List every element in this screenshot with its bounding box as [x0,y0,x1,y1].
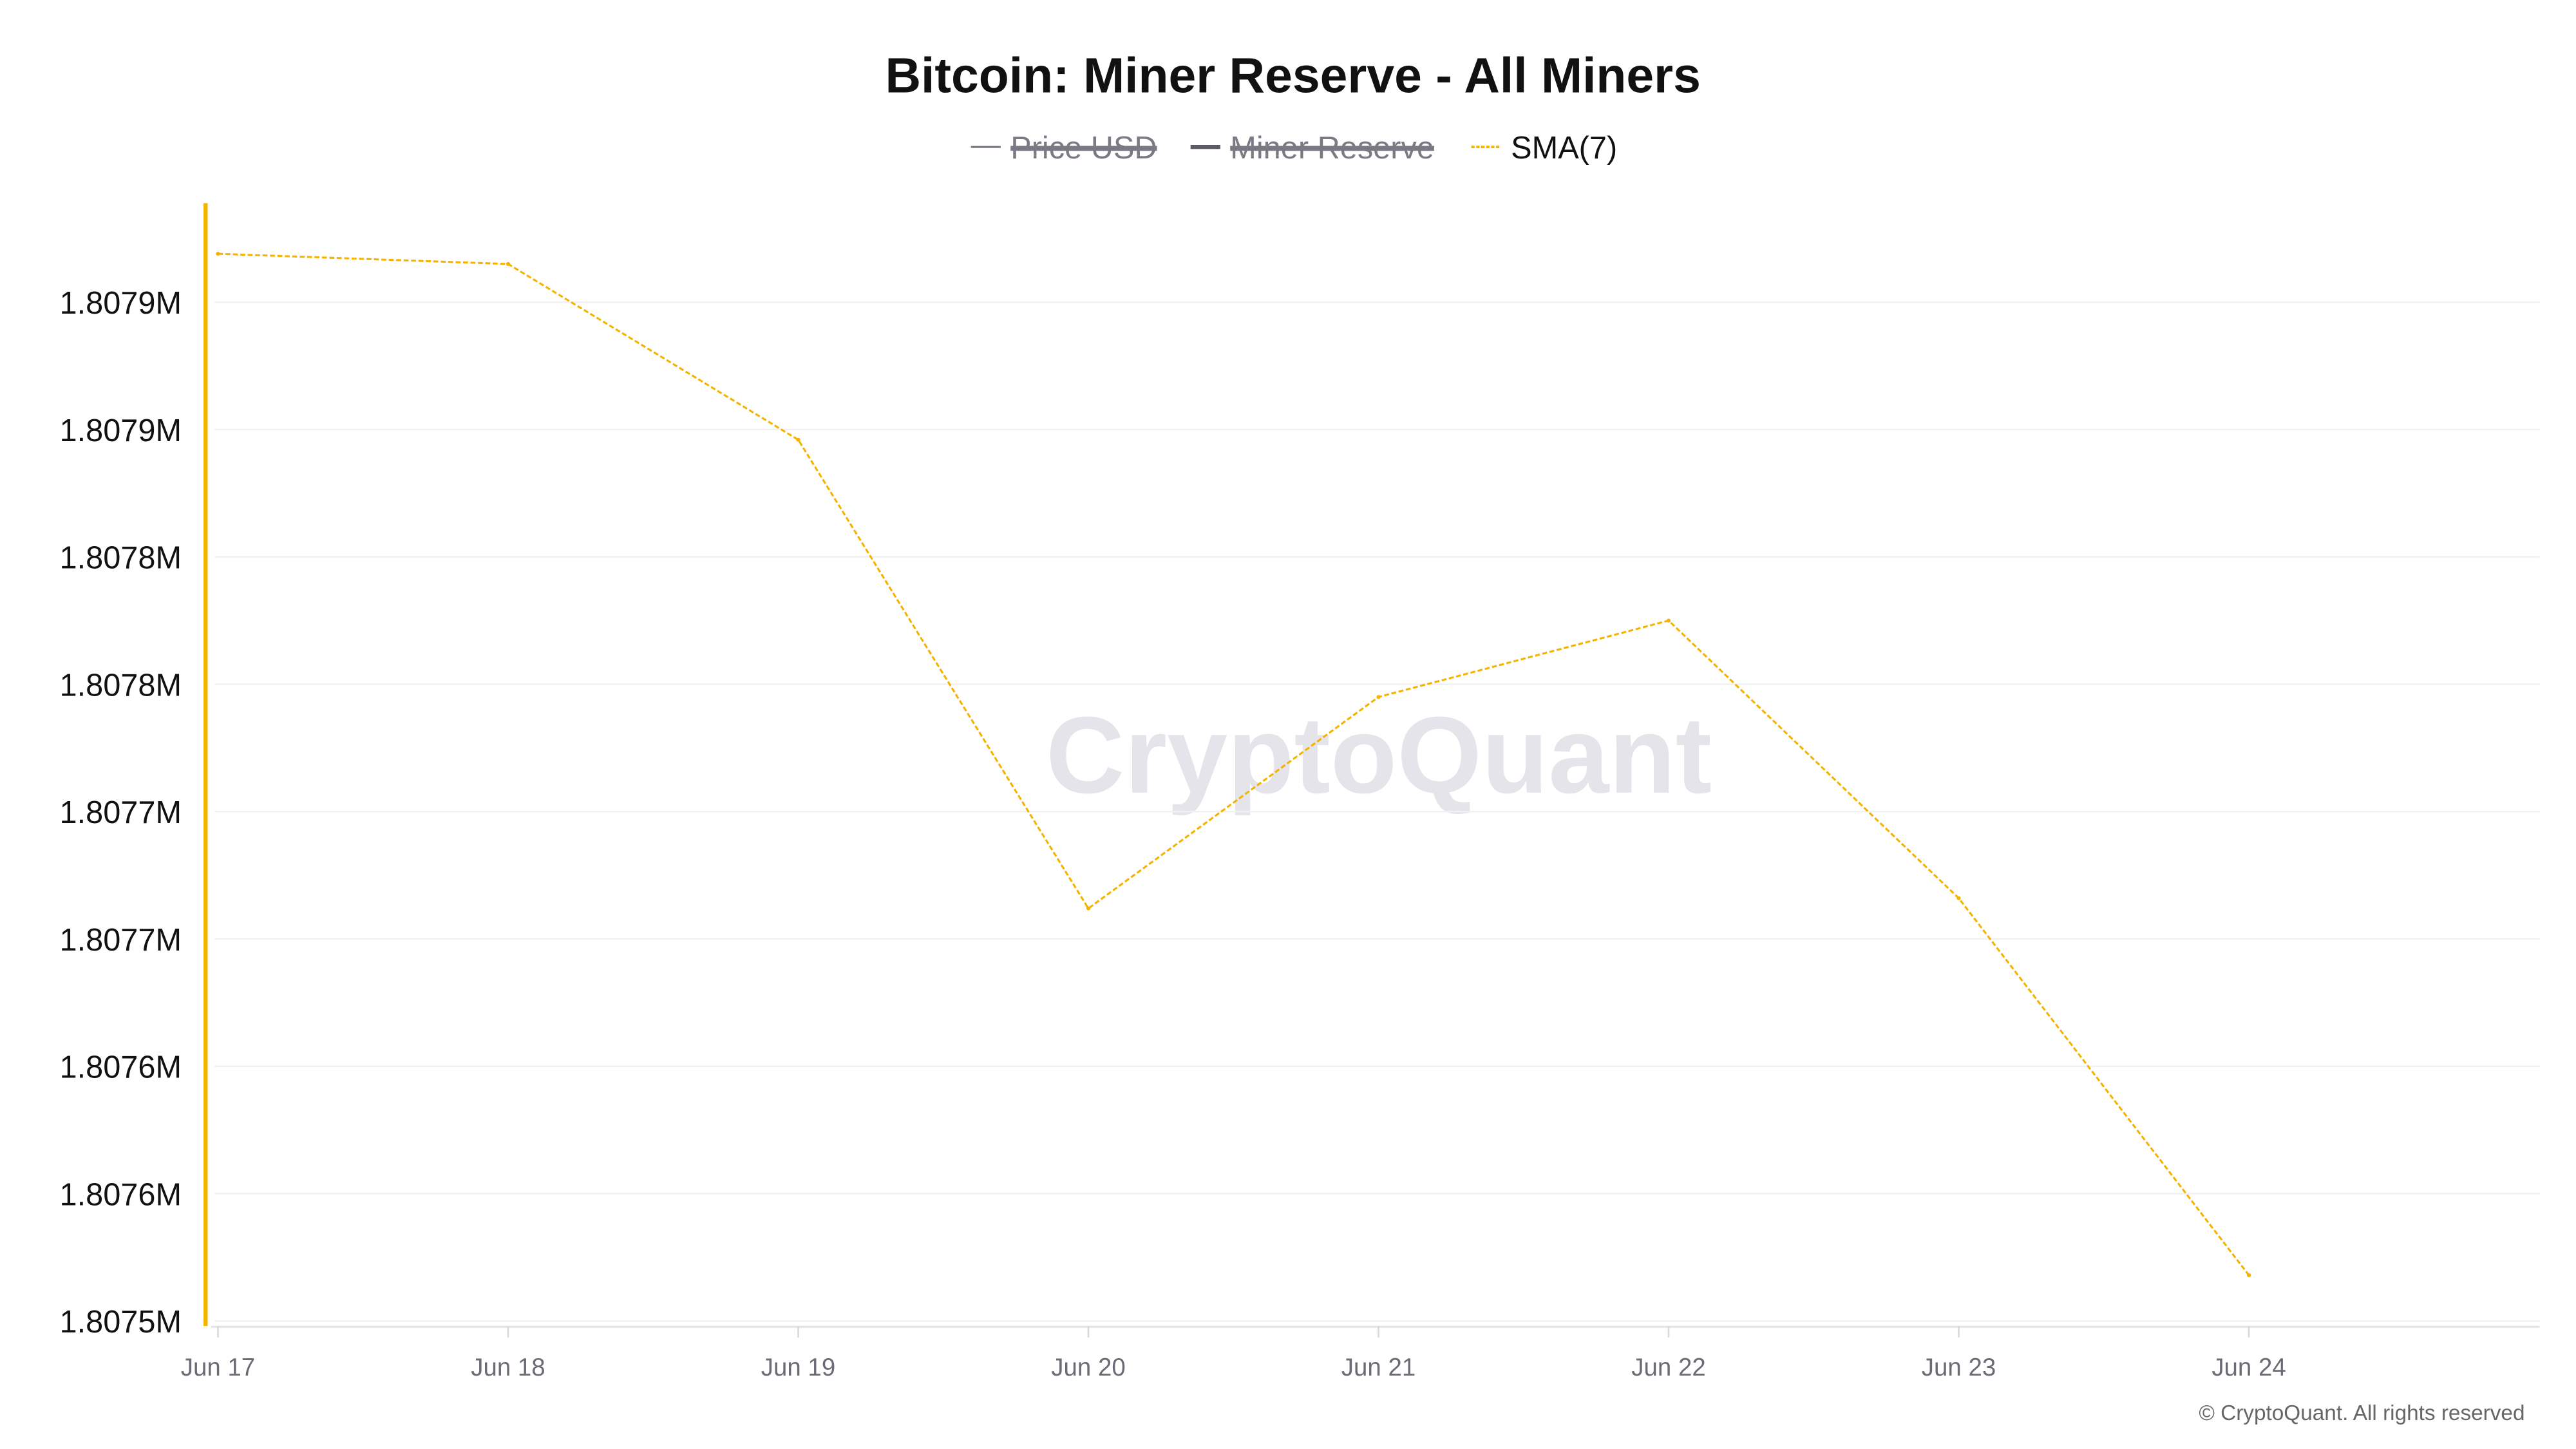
y-tick-label: 1.8075M [60,1305,182,1340]
legend-label: Price USD [1010,131,1157,166]
x-tick-label: Jun 21 [1341,1354,1416,1381]
data-point [2246,1273,2251,1278]
data-point [1086,906,1091,911]
series-line-sma7 [218,252,2250,1276]
data-point [216,252,220,256]
y-tick-label: 1.8079M [60,286,182,321]
y-tick-label: 1.8076M [60,1050,182,1085]
x-tick-label: Jun 24 [2211,1354,2286,1381]
legend-item[interactable]: Miner Reserve [1190,131,1434,166]
y-tick-label: 1.8078M [60,541,182,576]
legend-label: SMA(7) [1511,131,1617,166]
y-tick-label: 1.8078M [60,668,182,703]
data-point [1376,695,1381,699]
data-point [1666,618,1671,623]
grid [214,301,2540,1322]
y-tick-label: 1.8076M [60,1177,182,1212]
data-point [506,261,511,266]
x-tick-label: Jun 22 [1631,1354,1705,1381]
footer-copyright: © CryptoQuant. All rights reserved [2199,1401,2524,1425]
x-tick-labels: Jun 17 Jun 18 Jun 19 Jun 20 Jun 21 Jun 22 Jun … [181,1325,2286,1381]
y-tick-label: 1.8077M [60,923,182,958]
x-tick-label: Jun 20 [1051,1354,1125,1381]
chart-title: Bitcoin: Miner Reserve - All Miners [885,48,1700,104]
y-tick-label: 1.8079M [60,413,182,448]
y-tick-labels: 1.8079M 1.8079M 1.8078M 1.8078M 1.8077M 1.807… [60,286,182,1340]
x-tick-label: Jun 17 [181,1354,255,1381]
x-tick-label: Jun 18 [471,1354,545,1381]
legend-item[interactable]: Price USD [971,131,1157,166]
legend-label: Miner Reserve [1230,131,1434,166]
legend-item[interactable]: SMA(7) [1471,131,1618,166]
y-tick-label: 1.8077M [60,795,182,830]
data-point [796,437,800,442]
x-tick-label: Jun 23 [1922,1354,1996,1381]
watermark: CryptoQuant [1046,694,1712,816]
x-tick-label: Jun 19 [761,1354,835,1381]
series [216,252,2251,1278]
data-point [1956,896,1961,900]
legend: Price USD Miner Reserve SMA(7) [971,131,1618,166]
